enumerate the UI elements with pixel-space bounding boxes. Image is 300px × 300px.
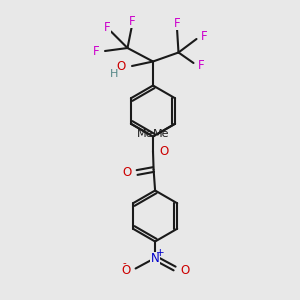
Text: F: F [104, 21, 111, 34]
Text: O: O [122, 166, 132, 179]
Text: O: O [180, 263, 189, 277]
Text: F: F [201, 29, 208, 43]
Text: +: + [156, 248, 165, 258]
Text: O: O [160, 145, 169, 158]
Text: H: H [110, 69, 118, 80]
Text: Me: Me [152, 129, 169, 139]
Text: F: F [198, 59, 205, 73]
Text: F: F [129, 14, 136, 28]
Text: O: O [116, 59, 125, 73]
Text: N: N [151, 252, 160, 266]
Text: F: F [174, 16, 180, 30]
Text: F: F [93, 44, 100, 58]
Text: O: O [121, 263, 130, 277]
Text: Me: Me [137, 129, 154, 139]
Text: -: - [122, 258, 126, 268]
